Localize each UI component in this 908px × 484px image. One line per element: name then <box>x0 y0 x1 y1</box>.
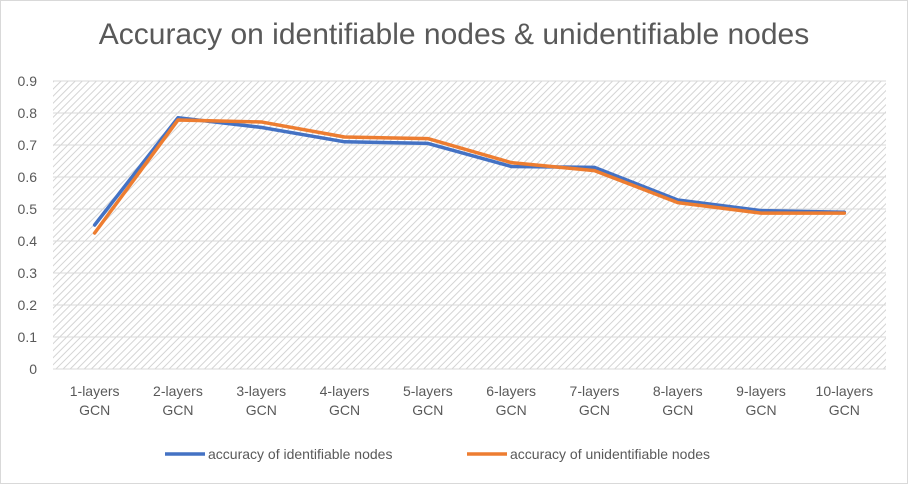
x-tick-label: 6-layers GCN <box>486 383 536 418</box>
y-tick-label: 0.3 <box>18 265 38 281</box>
x-tick-label-line: 4-layers <box>320 383 370 399</box>
x-tick-label: 2-layers GCN <box>153 383 203 418</box>
y-tick-label: 0.8 <box>18 105 38 121</box>
series-line-2 <box>92 118 847 235</box>
y-tick-label: 0.5 <box>18 201 38 217</box>
y-tick-label: 0.4 <box>18 233 38 249</box>
x-tick-label-line: 8-layers <box>653 383 703 399</box>
y-tick-label: 0.9 <box>18 73 38 89</box>
x-tick-label: 4-layers GCN <box>320 383 370 418</box>
x-tick-label: 10-layers GCN <box>816 383 874 418</box>
x-tick-label-line: GCN <box>246 402 277 418</box>
y-tick-label: 0 <box>29 361 37 377</box>
x-tick-label-line: 1-layers <box>70 383 120 399</box>
y-tick-label: 0.7 <box>18 137 38 153</box>
x-tick-label-line: GCN <box>579 402 610 418</box>
x-tick-label-line: GCN <box>79 402 110 418</box>
x-tick-label: 7-layers GCN <box>570 383 620 418</box>
x-tick-label: 9-layers GCN <box>736 383 786 418</box>
x-tick-label-line: GCN <box>162 402 193 418</box>
x-tick-label-line: GCN <box>496 402 527 418</box>
x-tick-label: 1-layers GCN <box>70 383 120 418</box>
x-tick-label-line: 6-layers <box>486 383 536 399</box>
y-tick-label: 0.6 <box>18 169 38 185</box>
chart-title: Accuracy on identifiable nodes & unident… <box>98 18 810 51</box>
legend-label: accuracy of unidentifiable nodes <box>510 446 710 462</box>
y-tick-label: 0.1 <box>18 329 38 345</box>
x-tick-label-line: GCN <box>412 402 443 418</box>
x-tick-label-line: 5-layers <box>403 383 453 399</box>
x-tick-label: 5-layers GCN <box>403 383 453 418</box>
x-tick-label-line: 10-layers <box>816 383 874 399</box>
x-tick-label-line: 9-layers <box>736 383 786 399</box>
legend-label: accuracy of identifiable nodes <box>208 446 392 462</box>
x-tick-label: 8-layers GCN <box>653 383 703 418</box>
x-tick-label-line: 3-layers <box>236 383 286 399</box>
x-tick-label-line: GCN <box>662 402 693 418</box>
plot-area <box>53 81 886 369</box>
x-tick-label-line: GCN <box>329 402 360 418</box>
x-tick-label-line: 2-layers <box>153 383 203 399</box>
x-tick-label-line: 7-layers <box>570 383 620 399</box>
y-tick-label: 0.2 <box>18 297 38 313</box>
x-tick-label-line: GCN <box>745 402 776 418</box>
x-tick-label-line: GCN <box>829 402 860 418</box>
x-tick-label: 3-layers GCN <box>236 383 286 418</box>
